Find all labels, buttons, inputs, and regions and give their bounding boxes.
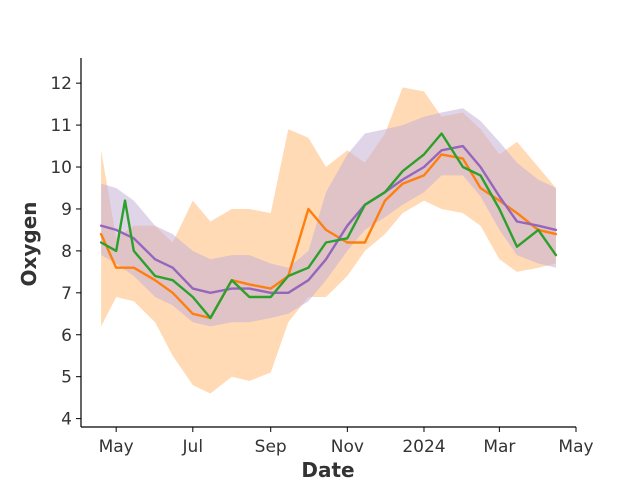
axes <box>80 58 576 428</box>
y-tick-label: 12 <box>50 74 72 94</box>
series-3-line <box>99 132 558 320</box>
y-tick-label: 6 <box>61 326 72 346</box>
series-lines <box>99 132 558 320</box>
series-2-line <box>99 144 558 294</box>
x-tick-label: Sep <box>255 437 287 457</box>
y-tick-label: 11 <box>50 116 72 136</box>
x-tick-label: 2024 <box>402 437 445 457</box>
y-axis-title: Oxygen <box>17 201 41 286</box>
x-tick-label: Mar <box>483 437 515 457</box>
y-tick-label: 9 <box>61 200 72 220</box>
y-tick-label: 4 <box>61 410 72 430</box>
x-tick-label: May <box>99 437 134 457</box>
x-tick-label: Nov <box>331 437 364 457</box>
y-tick-label: 8 <box>61 242 72 262</box>
y-tick-label: 10 <box>50 158 72 178</box>
y-ticks: 4 5 6 7 8 9 10 11 12 <box>50 74 81 430</box>
x-axis-title: Date <box>301 458 354 480</box>
series-1-line <box>99 153 558 320</box>
confidence-bands <box>101 87 556 394</box>
x-tick-label: May <box>558 437 593 457</box>
y-tick-label: 5 <box>61 368 72 388</box>
y-tick-label: 7 <box>61 284 72 304</box>
x-tick-label: Jul <box>182 437 204 457</box>
series-2-band <box>101 108 556 327</box>
x-ticks: May Jul Sep Nov 2024 Mar May <box>99 427 594 457</box>
